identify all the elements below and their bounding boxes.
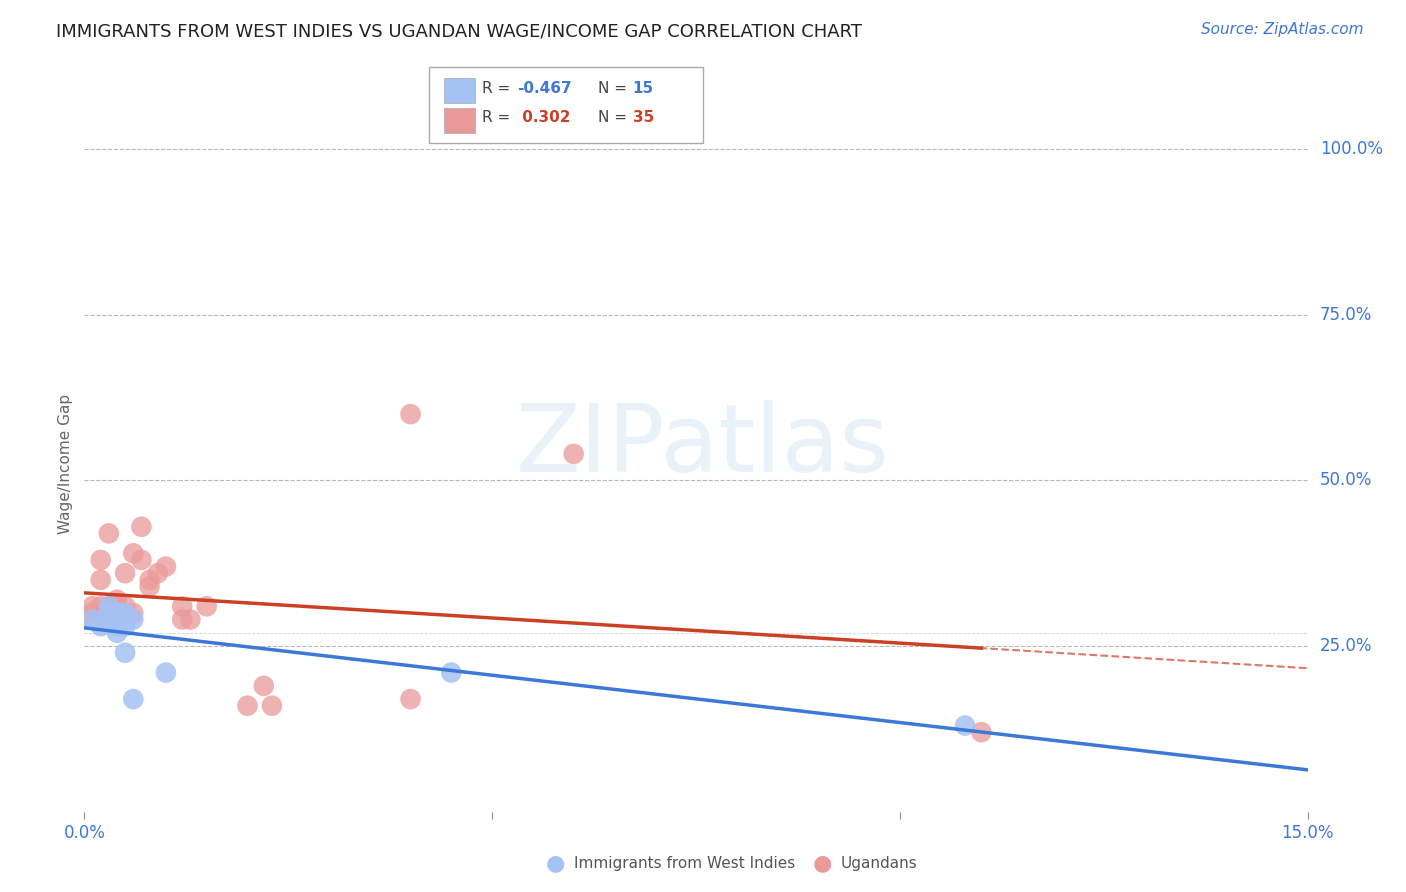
Point [105, 592, 128, 607]
Point [172, 613, 194, 627]
Point [122, 606, 145, 620]
Point [97, 599, 120, 614]
Point [82, 613, 104, 627]
Point [114, 566, 136, 581]
Point [82, 599, 104, 614]
Text: 35: 35 [633, 111, 654, 126]
Point [253, 679, 276, 693]
Text: R =: R = [482, 111, 516, 126]
Point [131, 520, 153, 534]
Point [97, 599, 120, 614]
Point [105, 625, 128, 640]
Point [90, 619, 112, 633]
Point [155, 665, 177, 680]
Point [114, 606, 136, 620]
Text: Ugandans: Ugandans [841, 856, 918, 871]
Text: N =: N = [598, 81, 631, 96]
Point [114, 646, 136, 660]
Point [236, 698, 259, 713]
Point [90, 553, 112, 567]
Point [953, 718, 976, 732]
Point [90, 599, 112, 614]
Point [97, 606, 120, 620]
Point [562, 447, 585, 461]
Point [114, 613, 136, 627]
Point [97, 606, 120, 620]
Point [138, 573, 160, 587]
Point [97, 526, 120, 541]
Point [195, 599, 218, 614]
Point [90, 613, 112, 627]
Point [82, 606, 104, 620]
Point [122, 546, 145, 560]
Text: IMMIGRANTS FROM WEST INDIES VS UGANDAN WAGE/INCOME GAP CORRELATION CHART: IMMIGRANTS FROM WEST INDIES VS UGANDAN W… [56, 22, 862, 40]
Point [122, 613, 145, 627]
Point [122, 692, 145, 706]
Point [105, 613, 128, 627]
Point [90, 573, 112, 587]
Point [440, 665, 463, 680]
Point [172, 599, 194, 614]
Point [82, 613, 104, 627]
Text: ●: ● [546, 854, 565, 873]
Text: Source: ZipAtlas.com: Source: ZipAtlas.com [1201, 22, 1364, 37]
Text: ●: ● [813, 854, 832, 873]
Text: R =: R = [482, 81, 516, 96]
Point [114, 599, 136, 614]
Text: 50.0%: 50.0% [1320, 471, 1372, 490]
Point [179, 613, 201, 627]
Text: ZIPatlas: ZIPatlas [516, 400, 890, 492]
Text: 100.0%: 100.0% [1320, 140, 1384, 158]
Y-axis label: Wage/Income Gap: Wage/Income Gap [58, 393, 73, 534]
Point [105, 606, 128, 620]
Text: N =: N = [598, 111, 631, 126]
Text: 0.302: 0.302 [517, 111, 571, 126]
Point [399, 692, 422, 706]
Point [260, 698, 283, 713]
Point [155, 559, 177, 574]
Point [970, 725, 993, 739]
Text: Immigrants from West Indies: Immigrants from West Indies [574, 856, 794, 871]
Point [114, 619, 136, 633]
Text: 15: 15 [633, 81, 654, 96]
Text: 75.0%: 75.0% [1320, 306, 1372, 324]
Text: -0.467: -0.467 [517, 81, 572, 96]
Point [399, 407, 422, 421]
Text: 25.0%: 25.0% [1320, 637, 1372, 655]
Point [138, 579, 160, 593]
Point [105, 619, 128, 633]
Point [105, 599, 128, 614]
Point [146, 566, 169, 581]
Point [131, 553, 153, 567]
